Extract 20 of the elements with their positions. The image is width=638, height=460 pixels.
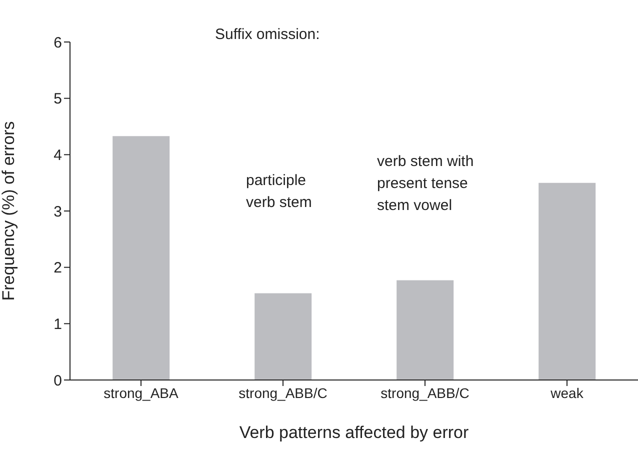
x-tick-label: strong_ABB/C bbox=[238, 384, 328, 401]
y-axis-title: Frequency (%) of errors bbox=[0, 121, 18, 301]
y-tick-label: 3 bbox=[54, 203, 62, 220]
y-tick-label: 1 bbox=[54, 316, 62, 333]
x-tick-label: weak bbox=[550, 384, 584, 401]
y-tick-label: 6 bbox=[54, 34, 62, 52]
bar bbox=[396, 280, 454, 380]
bar bbox=[538, 182, 596, 380]
y-tick-label: 2 bbox=[54, 260, 62, 277]
annotation: verb stem with present tense stem vowel bbox=[377, 152, 474, 216]
annotation: Suffix omission: bbox=[215, 25, 320, 45]
bar bbox=[112, 136, 170, 380]
y-tick-label: 5 bbox=[54, 90, 62, 108]
y-tick-label: 4 bbox=[54, 146, 62, 164]
bar bbox=[254, 293, 312, 380]
annotation: participle verb stem bbox=[246, 171, 312, 213]
y-tick-label: 0 bbox=[54, 372, 62, 390]
x-axis-title: Verb patterns affected by error bbox=[239, 423, 469, 442]
x-tick-label: strong_ABB/C bbox=[380, 384, 470, 401]
x-tick-label: strong_ABA bbox=[104, 384, 180, 401]
